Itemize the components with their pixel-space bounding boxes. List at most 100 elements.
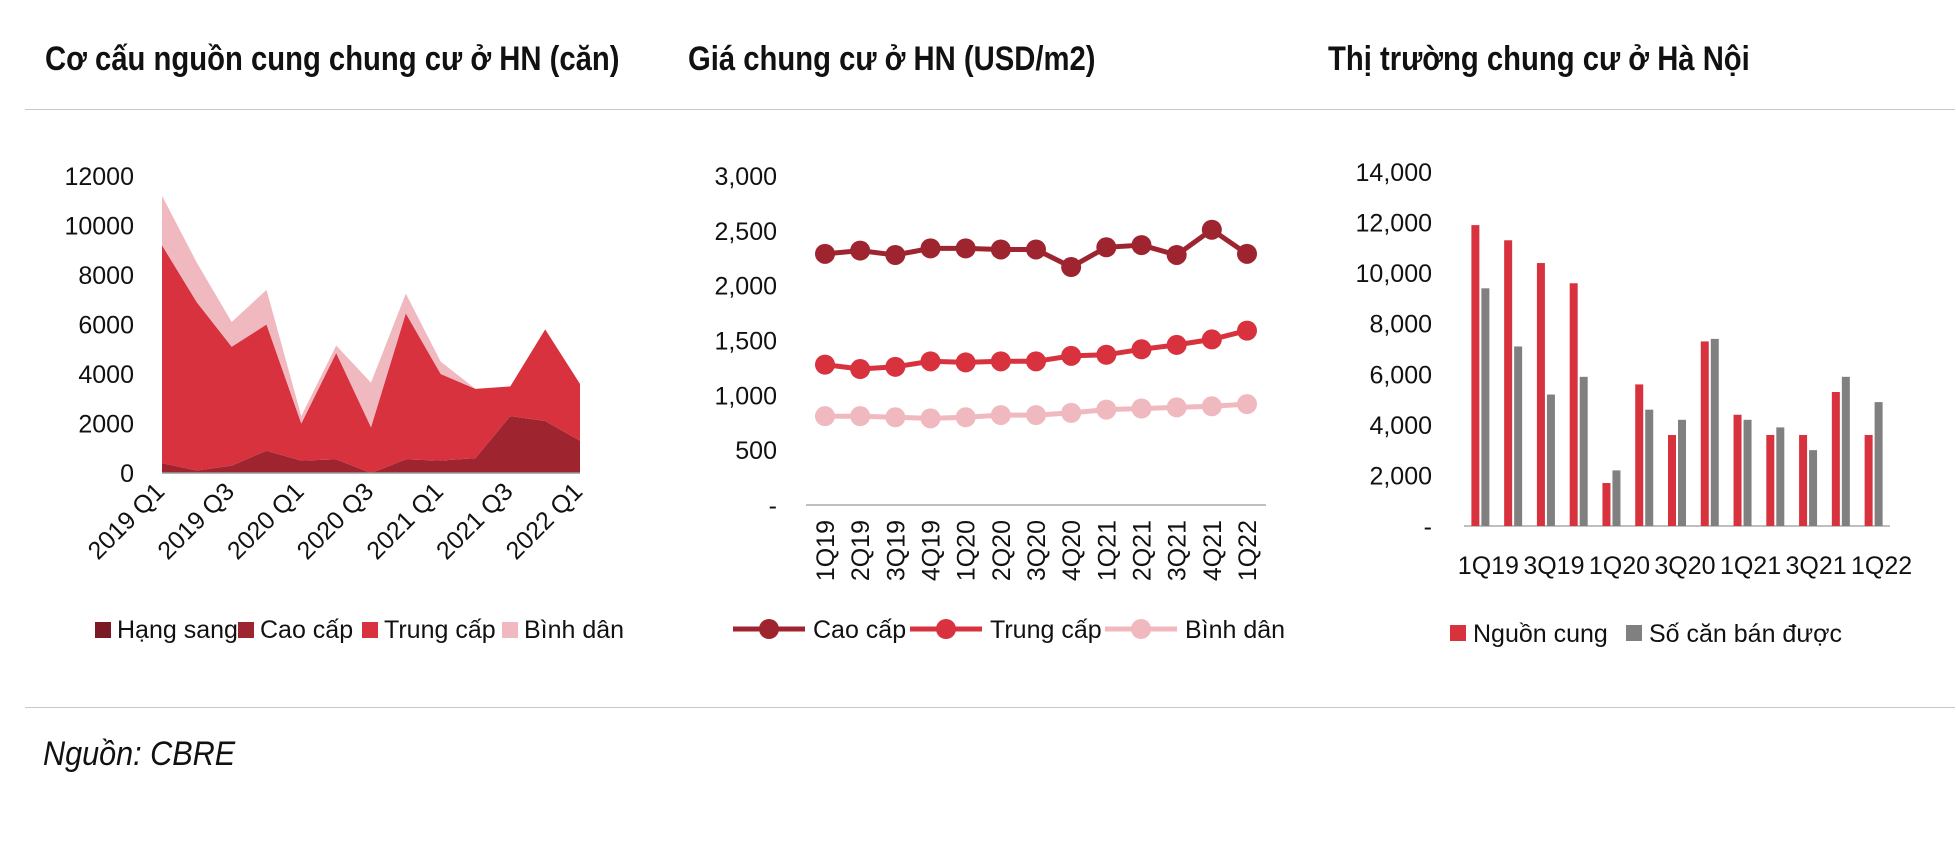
x-tick-label: 3Q19 xyxy=(882,520,910,581)
area-trung-cap xyxy=(162,245,580,473)
bottom-divider xyxy=(25,707,1955,708)
y-tick-label: 0 xyxy=(120,460,134,488)
y-tick-label: 4000 xyxy=(78,361,134,389)
area-cao-cap xyxy=(162,416,580,473)
bar-nguon-cung xyxy=(1668,434,1676,526)
legend-swatch-hang-sang xyxy=(95,622,111,638)
point-cao-cap xyxy=(850,240,871,261)
legend-marker-binh-dan xyxy=(1131,619,1151,639)
bar-so-can-ban-duoc xyxy=(1481,288,1490,526)
x-tick-label: 2Q20 xyxy=(988,520,1016,581)
y-tick-label: 1,000 xyxy=(714,382,777,410)
point-trung-cap xyxy=(955,352,976,373)
point-binh-dan xyxy=(955,407,976,428)
y-tick-label: 4,000 xyxy=(1369,412,1432,440)
point-binh-dan xyxy=(1131,398,1152,419)
bar-nguon-cung xyxy=(1799,434,1808,526)
point-binh-dan xyxy=(850,406,871,427)
bar-so-can-ban-duoc xyxy=(1776,427,1785,526)
bar-so-can-ban-duoc xyxy=(1678,419,1686,526)
y-tick-label: 6,000 xyxy=(1369,361,1432,389)
point-binh-dan xyxy=(1061,402,1082,423)
x-tick-label: 3Q19 xyxy=(1523,552,1584,580)
x-tick-label: 1Q19 xyxy=(812,520,840,581)
y-tick-label: 2,000 xyxy=(1369,462,1432,490)
y-tick-label: 10000 xyxy=(64,213,134,241)
bar-nguon-cung xyxy=(1471,225,1480,526)
y-tick-label: 2,000 xyxy=(714,273,777,301)
bar-so-can-ban-duoc xyxy=(1841,376,1850,526)
point-trung-cap xyxy=(850,359,871,380)
point-binh-dan xyxy=(1026,405,1046,426)
point-trung-cap xyxy=(1166,334,1187,355)
bar-so-can-ban-duoc xyxy=(1874,402,1883,526)
bar-so-can-ban-duoc xyxy=(1645,409,1654,526)
point-cao-cap xyxy=(955,238,976,259)
point-binh-dan xyxy=(990,405,1011,426)
point-cao-cap xyxy=(1026,239,1046,260)
legend-label-cao-cap: Cao cấp xyxy=(260,616,353,644)
point-binh-dan xyxy=(1201,396,1222,417)
legend-marker-trung-cap xyxy=(936,619,956,639)
y-tick-label: 500 xyxy=(735,437,777,465)
x-tick-label: 4Q21 xyxy=(1199,520,1227,581)
point-trung-cap xyxy=(885,356,906,377)
legend-label-trung-cap: Trung cấp xyxy=(990,616,1102,644)
bar-so-can-ban-duoc xyxy=(1514,346,1523,526)
bar-nguon-cung xyxy=(1536,263,1545,526)
price-chart: 3,000 2,500 2,000 1,500 1,000 500 - 1Q19 2Q19 3Q1… xyxy=(714,163,1285,644)
point-binh-dan xyxy=(815,406,835,427)
point-cao-cap xyxy=(815,243,835,264)
legend-label-hang-sang: Hạng sang xyxy=(117,616,238,644)
point-trung-cap xyxy=(1026,351,1046,372)
legend-swatch-nguon-cung xyxy=(1450,625,1466,641)
point-trung-cap xyxy=(1131,339,1152,360)
bar-nguon-cung xyxy=(1733,414,1742,526)
chart1-title: Cơ cấu nguồn cung chung cư ở HN (căn) xyxy=(45,40,620,78)
y-tick-label: 2000 xyxy=(78,411,134,439)
x-tick-label: 1Q20 xyxy=(953,520,981,581)
x-tick-label: 1Q21 xyxy=(1720,552,1781,580)
y-tick-label: 10,000 xyxy=(1356,260,1432,288)
legend-marker-cao-cap xyxy=(759,619,779,639)
point-cao-cap xyxy=(990,239,1011,260)
chart2-title: Giá chung cư ở HN (USD/m2) xyxy=(688,40,1096,78)
x-tick-label: 1Q19 xyxy=(1458,552,1519,580)
x-tick-label: 4Q19 xyxy=(918,520,946,581)
legend-label-trung-cap: Trung cấp xyxy=(384,616,496,644)
legend-label-nguon-cung: Nguồn cung xyxy=(1473,620,1608,648)
x-tick-label: 3Q21 xyxy=(1164,520,1192,581)
point-trung-cap xyxy=(1061,345,1082,366)
legend-swatch-cao-cap xyxy=(238,622,254,638)
bar-nguon-cung xyxy=(1766,434,1775,526)
legend-label-so-can-ban-duoc: Số căn bán được xyxy=(1649,620,1842,648)
y-tick-label: 8,000 xyxy=(1369,311,1432,339)
bar-nguon-cung xyxy=(1635,384,1644,526)
bar-so-can-ban-duoc xyxy=(1546,394,1555,526)
point-trung-cap xyxy=(990,351,1011,372)
legend-label-binh-dan: Bình dân xyxy=(1185,616,1285,644)
x-tick-label: 3Q20 xyxy=(1023,520,1051,581)
point-cao-cap xyxy=(920,238,941,259)
point-cao-cap xyxy=(1131,235,1152,256)
point-cao-cap xyxy=(1061,257,1082,278)
y-tick-label: 12,000 xyxy=(1356,210,1432,238)
bar-nguon-cung xyxy=(1569,283,1578,526)
point-cao-cap xyxy=(1237,243,1257,264)
chart3-title: Thị trường chung cư ở Hà Nội xyxy=(1328,40,1750,78)
point-cao-cap xyxy=(885,244,906,265)
y-tick-label: 14,000 xyxy=(1356,159,1432,187)
y-tick-label: 6000 xyxy=(78,312,134,340)
point-binh-dan xyxy=(1237,394,1257,415)
point-cao-cap xyxy=(1096,237,1117,258)
x-tick-label: 3Q20 xyxy=(1654,552,1715,580)
x-tick-label: 1Q22 xyxy=(1851,552,1912,580)
x-tick-label: 3Q21 xyxy=(1785,552,1846,580)
bar-so-can-ban-duoc xyxy=(1579,376,1588,526)
x-tick-label: 1Q20 xyxy=(1589,552,1650,580)
point-trung-cap xyxy=(920,351,941,372)
point-cao-cap xyxy=(1201,219,1222,240)
y-tick-label: - xyxy=(769,492,777,520)
point-cao-cap xyxy=(1166,244,1187,265)
x-tick-label: 1Q22 xyxy=(1234,520,1262,581)
